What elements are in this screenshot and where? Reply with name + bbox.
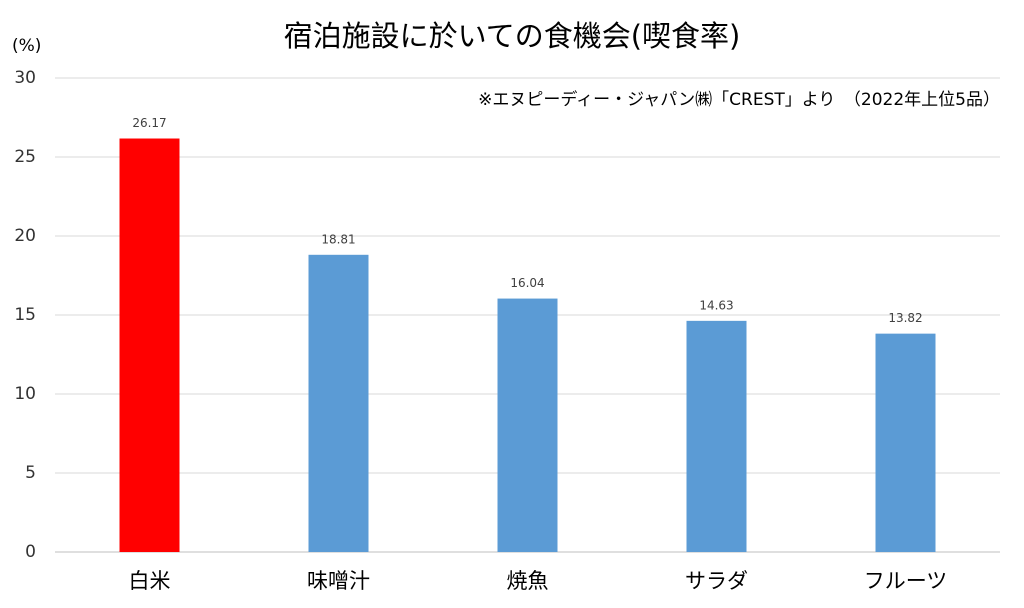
annotation: ※エヌピーディー・ジャパン㈱「CREST」より （2022年上位5品） — [478, 89, 1000, 110]
chart-title: 宿泊施設に於いての食機会(喫食率) — [284, 19, 741, 53]
y-tick-label: 25 — [14, 147, 36, 167]
y-tick-label: 10 — [14, 384, 36, 404]
data-label: 14.63 — [699, 298, 733, 312]
y-tick-label: 15 — [14, 305, 36, 325]
x-tick-label: 味噌汁 — [307, 569, 370, 593]
bar — [497, 298, 558, 552]
y-axis-label: (%) — [12, 36, 41, 56]
bar — [686, 320, 747, 552]
y-tick-label: 0 — [25, 542, 36, 562]
y-tick-label: 5 — [25, 463, 36, 483]
y-tick-label: 30 — [14, 68, 36, 88]
data-label: 26.17 — [132, 116, 166, 130]
data-label: 18.81 — [321, 232, 355, 246]
data-label: 13.82 — [888, 311, 922, 325]
bar — [308, 254, 369, 552]
x-tick-label: 焼魚 — [507, 569, 549, 593]
bar — [875, 333, 936, 552]
bar — [119, 138, 180, 553]
x-tick-label: サラダ — [685, 569, 748, 593]
x-tick-label: フルーツ — [864, 569, 948, 593]
x-tick-label: 白米 — [129, 569, 171, 593]
data-label: 16.04 — [510, 276, 544, 290]
y-tick-label: 20 — [14, 226, 36, 246]
